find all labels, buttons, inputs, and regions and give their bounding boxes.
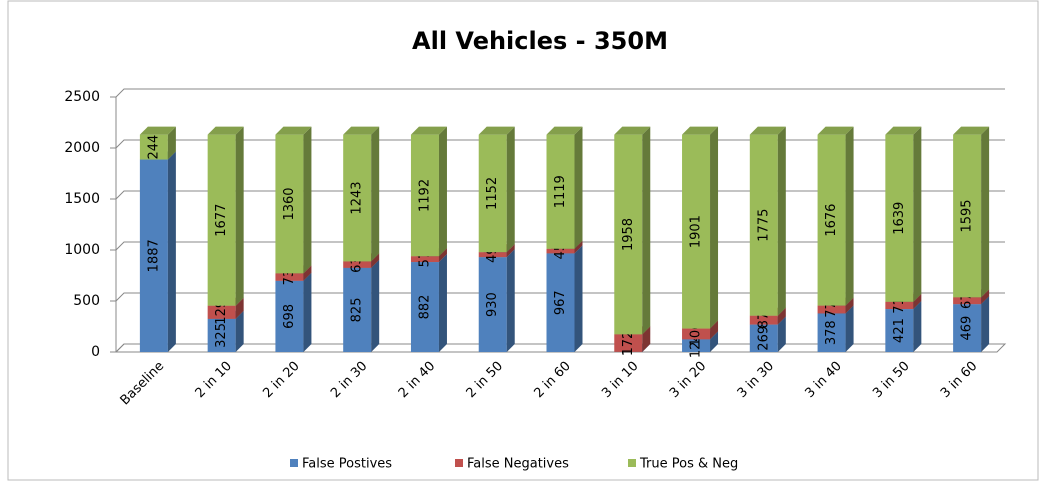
- value-label: 1901: [689, 215, 704, 248]
- value-label: 421: [892, 318, 907, 343]
- y-tick-label: 1000: [64, 242, 100, 258]
- value-label: 1639: [892, 202, 907, 235]
- legend-swatch: [628, 459, 636, 467]
- value-label: 1360: [282, 187, 297, 220]
- value-label: 930: [485, 292, 500, 317]
- legend-swatch: [290, 459, 298, 467]
- y-tick-label: 1500: [64, 191, 100, 207]
- y-tick-label: 0: [91, 344, 100, 360]
- value-label: 1958: [621, 218, 636, 251]
- value-label: 698: [282, 304, 297, 329]
- value-label: 1192: [417, 179, 432, 212]
- value-label: 378: [824, 320, 839, 345]
- chart-title: All Vehicles - 350M: [412, 27, 668, 55]
- value-label: 1677: [214, 204, 229, 237]
- value-label: 1595: [960, 199, 975, 232]
- value-label: 882: [417, 295, 432, 320]
- value-label: 1775: [756, 209, 771, 242]
- value-label: 1887: [146, 239, 161, 272]
- legend-label: False Postives: [302, 457, 392, 472]
- value-label: 1119: [553, 175, 568, 208]
- value-label: 825: [350, 298, 365, 323]
- value-label: 269: [756, 326, 771, 351]
- value-label: 1152: [485, 177, 500, 210]
- value-label: 325: [214, 323, 229, 348]
- value-label: 172: [621, 331, 636, 356]
- value-label: 244: [146, 135, 161, 160]
- value-label: 1243: [350, 181, 365, 214]
- value-label: 967: [553, 290, 568, 315]
- legend-label: False Negatives: [467, 457, 569, 472]
- legend-swatch: [455, 459, 463, 467]
- legend-label: True Pos & Neg: [639, 457, 738, 472]
- y-tick-label: 2000: [64, 140, 100, 156]
- y-tick-label: 2500: [64, 89, 100, 105]
- y-tick-label: 500: [73, 293, 100, 309]
- value-label: 469: [960, 316, 975, 341]
- value-label: 1676: [824, 204, 839, 237]
